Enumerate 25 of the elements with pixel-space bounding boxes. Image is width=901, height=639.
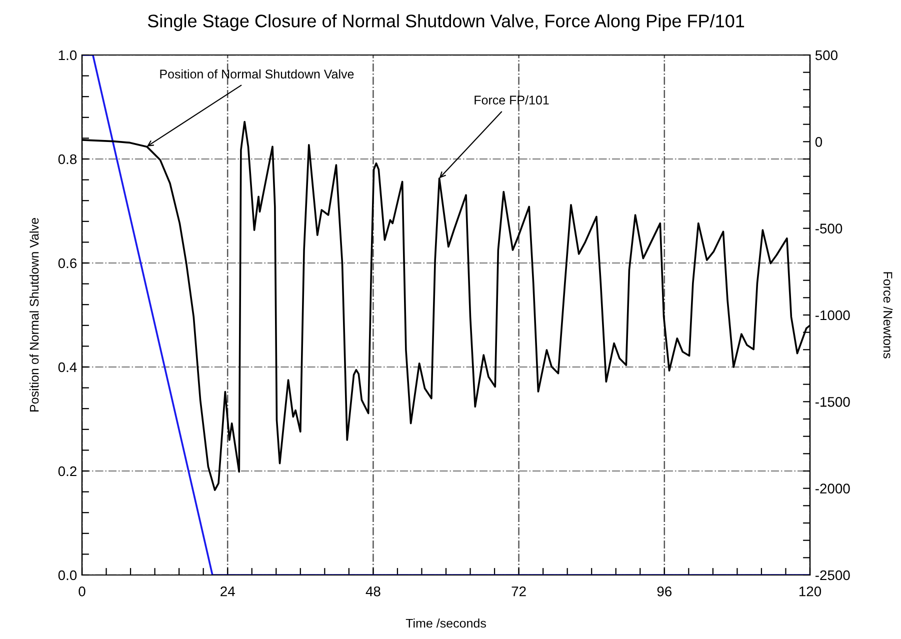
x-tick-label: 48 (366, 586, 380, 596)
annotation: Force FP/101 (474, 95, 549, 105)
y-tick-label: 0.4 (58, 362, 77, 372)
y2-tick-label: 500 (815, 50, 838, 60)
chart-title: Single Stage Closure of Normal Shutdown Valve, Force Along Pipe FP/101 (148, 14, 744, 31)
y2-tick-label: -1500 (815, 397, 850, 407)
y2-tick-label: -2500 (815, 570, 850, 580)
x-axis-title: Time /seconds (406, 618, 486, 628)
y-tick-label: 1.0 (58, 50, 77, 60)
y2-tick-label: -2000 (815, 484, 850, 494)
y2-tick-label: -1000 (815, 310, 850, 320)
y-tick-label: 0.0 (58, 570, 77, 580)
x-tick-label: 120 (799, 586, 822, 596)
y2-tick-label: 0 (815, 137, 822, 147)
x-tick-label: 0 (78, 586, 86, 596)
y-tick-label: 0.2 (58, 466, 76, 476)
y-axis-title: Position of Normal Shutdown Valve (30, 218, 39, 412)
x-tick-label: 72 (512, 586, 526, 596)
y2-tick-label: -500 (815, 224, 842, 234)
y-tick-label: 0.6 (58, 258, 77, 268)
x-tick-label: 96 (657, 586, 672, 596)
y2-axis-title: Force /Newtons (883, 272, 893, 358)
y-tick-label: 0.8 (58, 154, 77, 164)
x-tick-label: 24 (220, 586, 235, 596)
annotation: Position of Normal Shutdown Valve (160, 69, 354, 79)
